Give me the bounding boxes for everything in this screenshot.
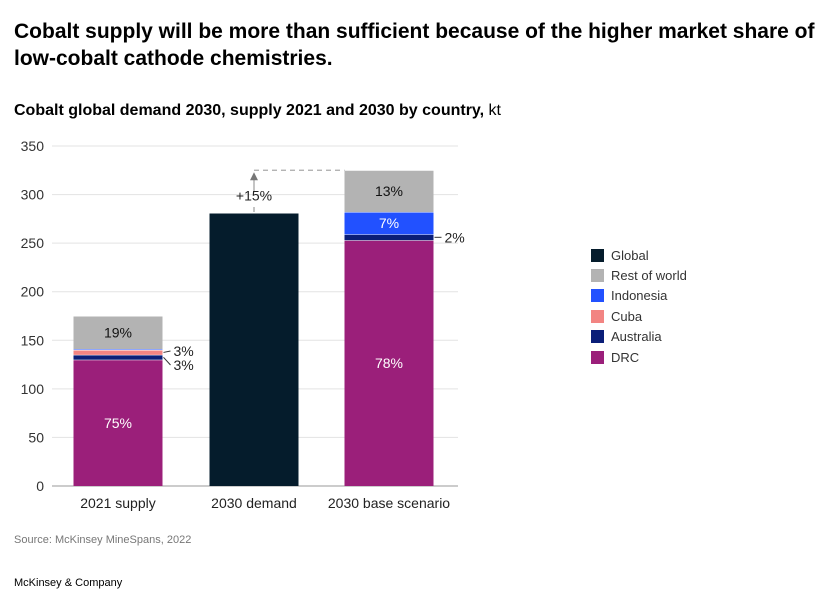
legend-item: DRC bbox=[591, 347, 687, 367]
legend-swatch bbox=[591, 248, 604, 262]
y-tick-label: 300 bbox=[21, 187, 45, 203]
data-label: 7% bbox=[379, 215, 399, 231]
label-leader bbox=[163, 356, 171, 366]
data-label: 78% bbox=[375, 355, 403, 371]
y-tick-label: 200 bbox=[21, 284, 45, 300]
legend: Global Rest of world Indonesia Cuba Australi… bbox=[591, 245, 687, 367]
y-tick-label: 250 bbox=[21, 235, 45, 251]
legend-item: Indonesia bbox=[591, 286, 687, 306]
data-label: 75% bbox=[104, 415, 132, 431]
legend-swatch bbox=[591, 269, 604, 283]
bar-australia bbox=[73, 354, 163, 360]
y-tick-label: 0 bbox=[36, 478, 44, 494]
data-label: 2% bbox=[445, 229, 465, 245]
legend-swatch bbox=[591, 330, 604, 344]
y-tick-label: 150 bbox=[21, 332, 45, 348]
subtitle-text: Cobalt global demand 2030, supply 2021 a… bbox=[14, 102, 485, 119]
legend-swatch bbox=[591, 289, 604, 303]
data-label: 19% bbox=[104, 325, 132, 341]
data-label: 3% bbox=[174, 357, 194, 373]
label-leader bbox=[163, 350, 171, 353]
bar-rest-of-world bbox=[344, 170, 434, 213]
bar-drc bbox=[344, 240, 434, 486]
bar-rest-of-world bbox=[73, 316, 163, 350]
y-tick-label: 50 bbox=[28, 429, 44, 445]
legend-swatch bbox=[591, 350, 604, 364]
legend-swatch bbox=[591, 309, 604, 323]
legend-item: Australia bbox=[591, 327, 687, 347]
legend-label: Australia bbox=[611, 329, 662, 345]
legend-label: Rest of world bbox=[611, 268, 687, 284]
data-label: 13% bbox=[375, 183, 403, 199]
legend-label: Cuba bbox=[611, 308, 643, 324]
annotation-label: +15% bbox=[236, 187, 272, 203]
bar-australia bbox=[344, 234, 434, 241]
source-note: Source: McKinsey MineSpans, 2022 bbox=[14, 534, 192, 546]
legend-label: DRC bbox=[611, 349, 640, 365]
bar-global bbox=[209, 213, 299, 486]
legend-label: Global bbox=[611, 247, 649, 263]
data-label: 3% bbox=[174, 343, 194, 359]
x-tick-label: 2021 supply bbox=[80, 495, 156, 511]
y-tick-label: 350 bbox=[21, 138, 45, 154]
x-tick-label: 2030 demand bbox=[211, 495, 297, 511]
brand-footer: McKinsey & Company bbox=[14, 577, 123, 589]
legend-label: Indonesia bbox=[611, 288, 668, 304]
subtitle-unit: kt bbox=[484, 102, 501, 119]
bar-indonesia bbox=[344, 212, 434, 235]
legend-item: Rest of world bbox=[591, 265, 687, 285]
headline: Cobalt supply will be more than sufficie… bbox=[14, 20, 815, 70]
annotation-arrowhead bbox=[250, 172, 258, 181]
y-tick-label: 100 bbox=[21, 381, 45, 397]
bar-cuba bbox=[73, 350, 163, 355]
legend-item: Global bbox=[591, 245, 687, 265]
bar-drc bbox=[73, 359, 163, 486]
legend-item: Cuba bbox=[591, 306, 687, 326]
chart-subtitle: Cobalt global demand 2030, supply 2021 a… bbox=[14, 101, 501, 121]
x-tick-label: 2030 base scenario bbox=[328, 495, 450, 511]
